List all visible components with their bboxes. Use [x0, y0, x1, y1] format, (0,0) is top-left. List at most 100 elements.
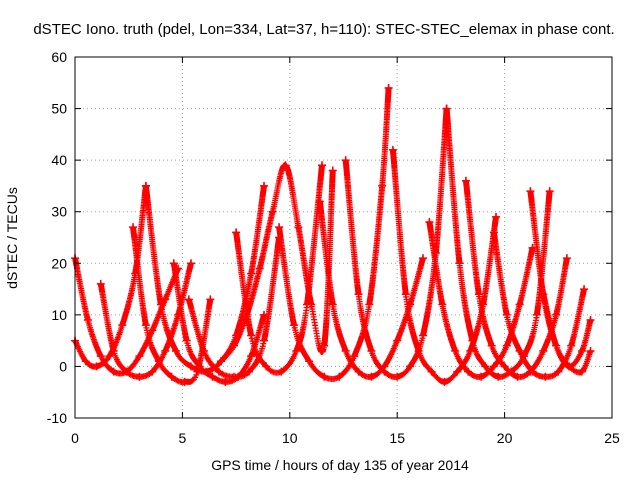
data-point [96, 352, 105, 361]
data-point [83, 316, 92, 325]
y-tick-label: -10 [47, 410, 67, 426]
data-point [532, 310, 541, 319]
series-pass-n [461, 176, 571, 381]
data-point [277, 367, 286, 376]
data-point [242, 310, 251, 319]
data-point [184, 295, 193, 304]
data-point [586, 316, 595, 325]
data-point [260, 336, 269, 345]
series-pass-q [425, 218, 537, 381]
data-point [307, 300, 316, 309]
data-point [418, 331, 427, 340]
data-point [247, 352, 256, 361]
data-point [541, 372, 550, 381]
data-point [586, 346, 595, 355]
series-pass-m [442, 104, 554, 381]
data-point [554, 367, 563, 376]
data-point [468, 336, 477, 345]
data-point [354, 290, 363, 299]
data-point [528, 367, 537, 376]
data-point [492, 212, 501, 221]
data-point [247, 269, 256, 278]
data-point [135, 352, 144, 361]
data-point [171, 346, 180, 355]
data-point [148, 367, 157, 376]
data-point [515, 346, 524, 355]
data-point [122, 367, 131, 376]
data-point [128, 223, 137, 232]
data-point [292, 346, 301, 355]
data-point [500, 362, 509, 371]
data-point [262, 362, 271, 371]
data-point [193, 367, 202, 376]
data-point [565, 362, 574, 371]
data-point [539, 346, 548, 355]
data-point [206, 295, 215, 304]
x-tick-label: 10 [282, 430, 298, 446]
data-point [384, 83, 393, 92]
series-pass-s [539, 290, 595, 376]
data-point [393, 336, 402, 345]
data-point [195, 362, 204, 371]
data-point [354, 367, 363, 376]
data-layer [71, 83, 595, 386]
data-point [221, 377, 230, 386]
data-point [320, 372, 329, 381]
data-point [365, 300, 374, 309]
data-point [118, 321, 127, 330]
data-point [244, 367, 253, 376]
data-point [315, 197, 324, 206]
data-point [154, 357, 163, 366]
x-tick-label: 15 [389, 430, 405, 446]
data-point [186, 362, 195, 371]
data-point [406, 362, 415, 371]
data-point [502, 341, 511, 350]
data-point [167, 372, 176, 381]
data-point [425, 218, 434, 227]
series-pass-e [128, 223, 215, 386]
data-point [440, 377, 449, 386]
y-tick-label: 10 [51, 307, 67, 323]
data-point [577, 367, 586, 376]
data-point [414, 346, 423, 355]
data-point [92, 362, 101, 371]
data-point [318, 161, 327, 170]
data-point [442, 104, 451, 113]
y-tick-label: 50 [51, 101, 67, 117]
data-point [380, 367, 389, 376]
data-point [161, 346, 170, 355]
data-point [474, 290, 483, 299]
data-point [367, 372, 376, 381]
y-tick-label: 0 [59, 358, 67, 374]
data-point [502, 310, 511, 319]
series-pass-h [275, 83, 393, 382]
data-point [81, 357, 90, 366]
data-point [156, 300, 165, 309]
data-point [328, 166, 337, 175]
data-point [232, 228, 241, 237]
series-pass-r [217, 161, 337, 366]
data-point [539, 290, 548, 299]
data-point [489, 362, 498, 371]
data-point [528, 243, 537, 252]
x-tick-label: 5 [179, 430, 187, 446]
y-tick-label: 40 [51, 152, 67, 168]
data-point [255, 264, 264, 273]
data-point [229, 341, 238, 350]
data-point [577, 346, 586, 355]
data-point [494, 372, 503, 381]
series-pass-j [315, 197, 427, 381]
data-point [515, 300, 524, 309]
data-point [367, 346, 376, 355]
data-point [199, 346, 208, 355]
data-point [487, 341, 496, 350]
data-point [580, 285, 589, 294]
data-point [489, 228, 498, 237]
data-point [247, 331, 256, 340]
y-tick-label: 60 [51, 49, 67, 65]
data-point [438, 300, 447, 309]
data-point [393, 372, 402, 381]
